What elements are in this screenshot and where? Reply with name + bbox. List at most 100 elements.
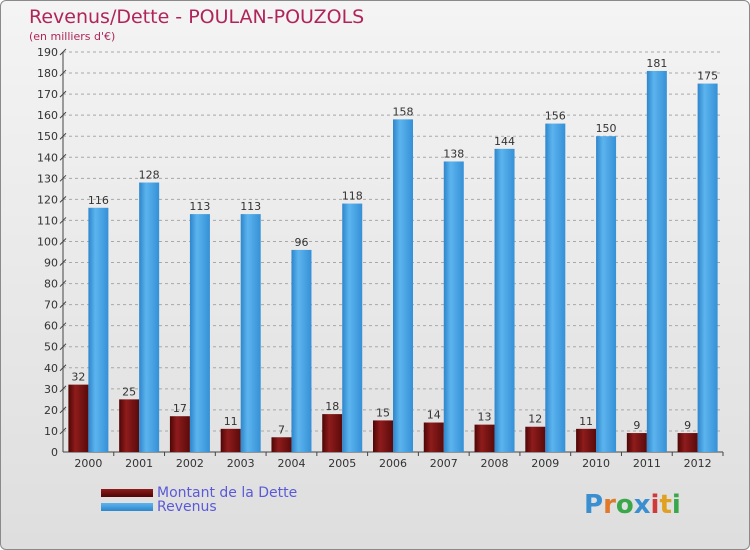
x-tick-label: 2005: [328, 457, 356, 470]
bar-debt: [626, 433, 647, 452]
data-label: 156: [545, 110, 566, 123]
bar-revenue: [697, 83, 718, 452]
data-label: 7: [278, 423, 285, 436]
x-tick-label: 2007: [430, 457, 458, 470]
logo-letter: t: [659, 490, 672, 520]
y-axis-tick: [59, 111, 67, 119]
y-tick-label: 40: [44, 362, 58, 375]
bar-debt: [373, 420, 393, 452]
bar-debt: [169, 416, 190, 452]
x-tick-label: 2010: [582, 457, 610, 470]
y-axis-tick: [59, 132, 67, 140]
y-tick-label: 180: [37, 67, 58, 80]
bar-debt: [423, 422, 444, 452]
bar-debt: [322, 414, 343, 452]
legend-label-revenue: Revenus: [157, 499, 217, 515]
bar-debt: [68, 384, 89, 452]
chart-bars: [68, 70, 718, 453]
y-axis-tick: [59, 280, 67, 287]
data-label: 15: [376, 406, 390, 419]
data-label: 150: [596, 122, 617, 135]
data-label: 13: [478, 411, 492, 424]
data-label: 118: [342, 190, 363, 203]
bar-debt: [271, 437, 292, 452]
y-tick-label: 30: [44, 383, 58, 396]
y-tick-label: 190: [37, 46, 58, 59]
y-axis-tick: [59, 343, 67, 351]
bar-revenue: [393, 119, 413, 453]
proxiti-logo: Proxiti: [584, 490, 681, 520]
x-tick-label: 2009: [531, 457, 559, 470]
x-tick-label: 2011: [633, 457, 661, 470]
y-axis-tick: [59, 174, 67, 182]
y-tick-label: 120: [37, 193, 58, 206]
data-label: 18: [325, 400, 339, 413]
data-label: 113: [240, 200, 261, 213]
bar-revenue: [494, 148, 515, 452]
legend: Montant de la Dette Revenus: [101, 485, 298, 515]
logo-letter: o: [615, 490, 634, 520]
data-label: 17: [173, 402, 187, 415]
y-axis-tick: [59, 196, 67, 203]
bar-debt: [525, 426, 546, 452]
x-tick-label: 2003: [227, 457, 255, 470]
bar-revenue: [596, 136, 617, 453]
chart-subtitle: (en milliers d'€): [29, 30, 116, 43]
x-tick-label: 2012: [684, 457, 712, 470]
legend-item-debt: Montant de la Dette: [101, 485, 298, 501]
logo-letter: x: [633, 490, 651, 520]
y-tick-label: 130: [37, 172, 58, 185]
chart-data-labels: 3211625128171131111379618118151581413813…: [71, 57, 718, 436]
bar-revenue: [189, 214, 210, 452]
y-axis-tick: [59, 153, 67, 161]
y-axis-tick: [59, 238, 67, 245]
x-tick-label: 2008: [481, 457, 509, 470]
y-tick-label: 60: [44, 320, 58, 333]
bar-revenue: [240, 214, 261, 452]
data-label: 11: [224, 415, 238, 428]
bar-debt: [677, 433, 698, 452]
data-label: 158: [393, 105, 414, 118]
y-axis-tick: [59, 217, 67, 224]
y-axis-tick: [59, 427, 67, 435]
data-label: 138: [443, 147, 464, 160]
data-label: 96: [294, 236, 308, 249]
data-label: 144: [494, 135, 515, 148]
bar-debt: [576, 428, 597, 452]
x-tick-label: 2000: [74, 457, 102, 470]
data-label: 32: [71, 371, 85, 384]
y-tick-label: 50: [44, 341, 58, 354]
y-axis-tick: [59, 385, 67, 393]
legend-swatch-debt: [101, 489, 153, 497]
y-tick-label: 20: [44, 404, 58, 417]
data-label: 9: [684, 419, 691, 432]
y-tick-label: 100: [37, 235, 58, 248]
bar-revenue: [139, 182, 160, 453]
bar-debt: [474, 424, 495, 452]
legend-item-revenue: Revenus: [101, 499, 297, 515]
bar-revenue: [545, 123, 566, 452]
data-label: 116: [88, 194, 109, 207]
y-tick-label: 10: [44, 425, 58, 438]
y-tick-label: 80: [44, 278, 58, 291]
bar-debt: [220, 428, 241, 452]
y-axis-tick: [59, 364, 67, 372]
y-axis-tick: [59, 301, 67, 308]
data-label: 128: [139, 169, 160, 182]
bar-revenue: [443, 161, 464, 452]
logo-letter: P: [584, 490, 604, 520]
bar-revenue: [88, 207, 109, 452]
data-label: 25: [122, 385, 136, 398]
y-tick-label: 110: [37, 214, 58, 227]
data-label: 14: [427, 409, 441, 422]
data-label: 181: [646, 57, 667, 70]
x-tick-label: 2002: [176, 457, 204, 470]
logo-letter: i: [671, 490, 681, 520]
bar-debt: [119, 399, 140, 452]
y-axis-tick: [59, 322, 67, 330]
legend-label-debt: Montant de la Dette: [157, 485, 298, 501]
data-label: 12: [528, 413, 542, 426]
chart-title: Revenus/Dette - POULAN-POUZOLS: [29, 6, 365, 28]
bar-revenue: [291, 249, 312, 452]
